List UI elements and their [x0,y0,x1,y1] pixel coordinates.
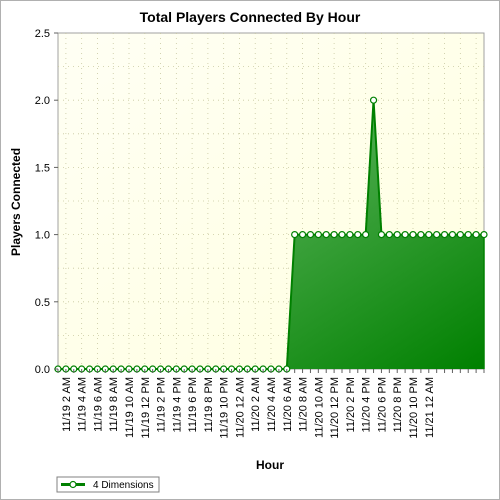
x-tick-label: 11/20 4 AM [266,377,278,432]
y-tick-label: 1.0 [35,230,50,242]
data-point [346,231,354,239]
x-tick-label: 11/20 2 AM [250,377,262,432]
x-tick-label: 11/20 12 AM [234,377,246,438]
x-tick-label: 11/21 12 AM [424,377,436,438]
data-point [330,231,338,239]
data-point [369,96,378,104]
x-tick-label: 11/19 10 PM [219,377,231,439]
data-point [448,231,457,239]
legend: 4 Dimensions [56,476,160,493]
x-tick-label: 11/20 6 AM [282,377,294,432]
x-tick-label: 11/19 8 PM [203,377,215,432]
data-point [401,231,409,239]
data-point [433,231,441,239]
data-point [298,231,307,239]
chart-title: Total Players Connected By Hour [140,9,361,25]
x-tick-label: 11/19 6 PM [187,377,199,432]
y-axis-ticks: 0.0 0.5 1.0 1.5 2.0 2.5 [35,28,58,376]
data-point [385,231,393,239]
data-point [440,231,449,239]
x-tick-label: 11/20 8 PM [392,377,404,432]
x-tick-label: 11/20 8 AM [298,377,310,432]
x-tick-label: 11/20 10 AM [313,377,325,438]
data-point [425,231,433,239]
area-fill [58,100,484,369]
data-point [409,231,417,239]
x-tick-label: 11/19 4 AM [77,377,89,432]
x-tick-label: 11/20 6 PM [376,377,388,432]
x-tick-label: 11/19 2 PM [156,377,168,432]
legend-marker [69,480,77,489]
x-axis-title: Hour [256,458,284,472]
y-tick-label: 0.0 [35,364,50,376]
x-tick-label: 11/19 8 AM [108,377,120,432]
x-tick-label: 11/19 2 AM [61,377,73,432]
y-tick-label: 2.5 [35,28,50,40]
y-tick-label: 1.5 [35,162,50,174]
data-point [472,231,480,239]
legend-box [56,476,160,493]
data-point [377,231,386,239]
x-tick-label: 11/19 12 PM [140,377,152,439]
x-tick-label: 11/19 10 AM [124,377,136,438]
data-point [417,231,425,239]
x-axis-ticks: 11/19 2 AM 11/19 4 AM 11/19 6 AM 11/19 8 AM… [57,369,485,439]
x-tick-label: 11/20 12 PM [329,377,341,439]
x-tick-label: 11/19 6 AM [92,377,104,432]
data-point [291,231,299,239]
data-point [480,231,488,239]
data-point [362,231,370,239]
x-tick-label: 11/20 10 PM [408,377,420,439]
data-point [393,231,401,239]
data-point [306,231,315,239]
x-tick-label: 11/20 4 PM [361,377,373,432]
x-tick-label: 11/19 4 PM [171,377,183,432]
data-point [322,231,330,239]
data-point [314,231,322,239]
y-tick-label: 2.0 [35,95,50,107]
x-tick-label: 11/20 2 PM [345,377,357,432]
data-point [354,231,362,239]
y-tick-label: 0.5 [35,297,50,309]
data-point [464,231,472,239]
legend-label: 4 Dimensions [93,480,154,491]
data-point [456,231,464,239]
y-axis-title: Players Connected [9,148,23,256]
data-point [338,231,346,239]
